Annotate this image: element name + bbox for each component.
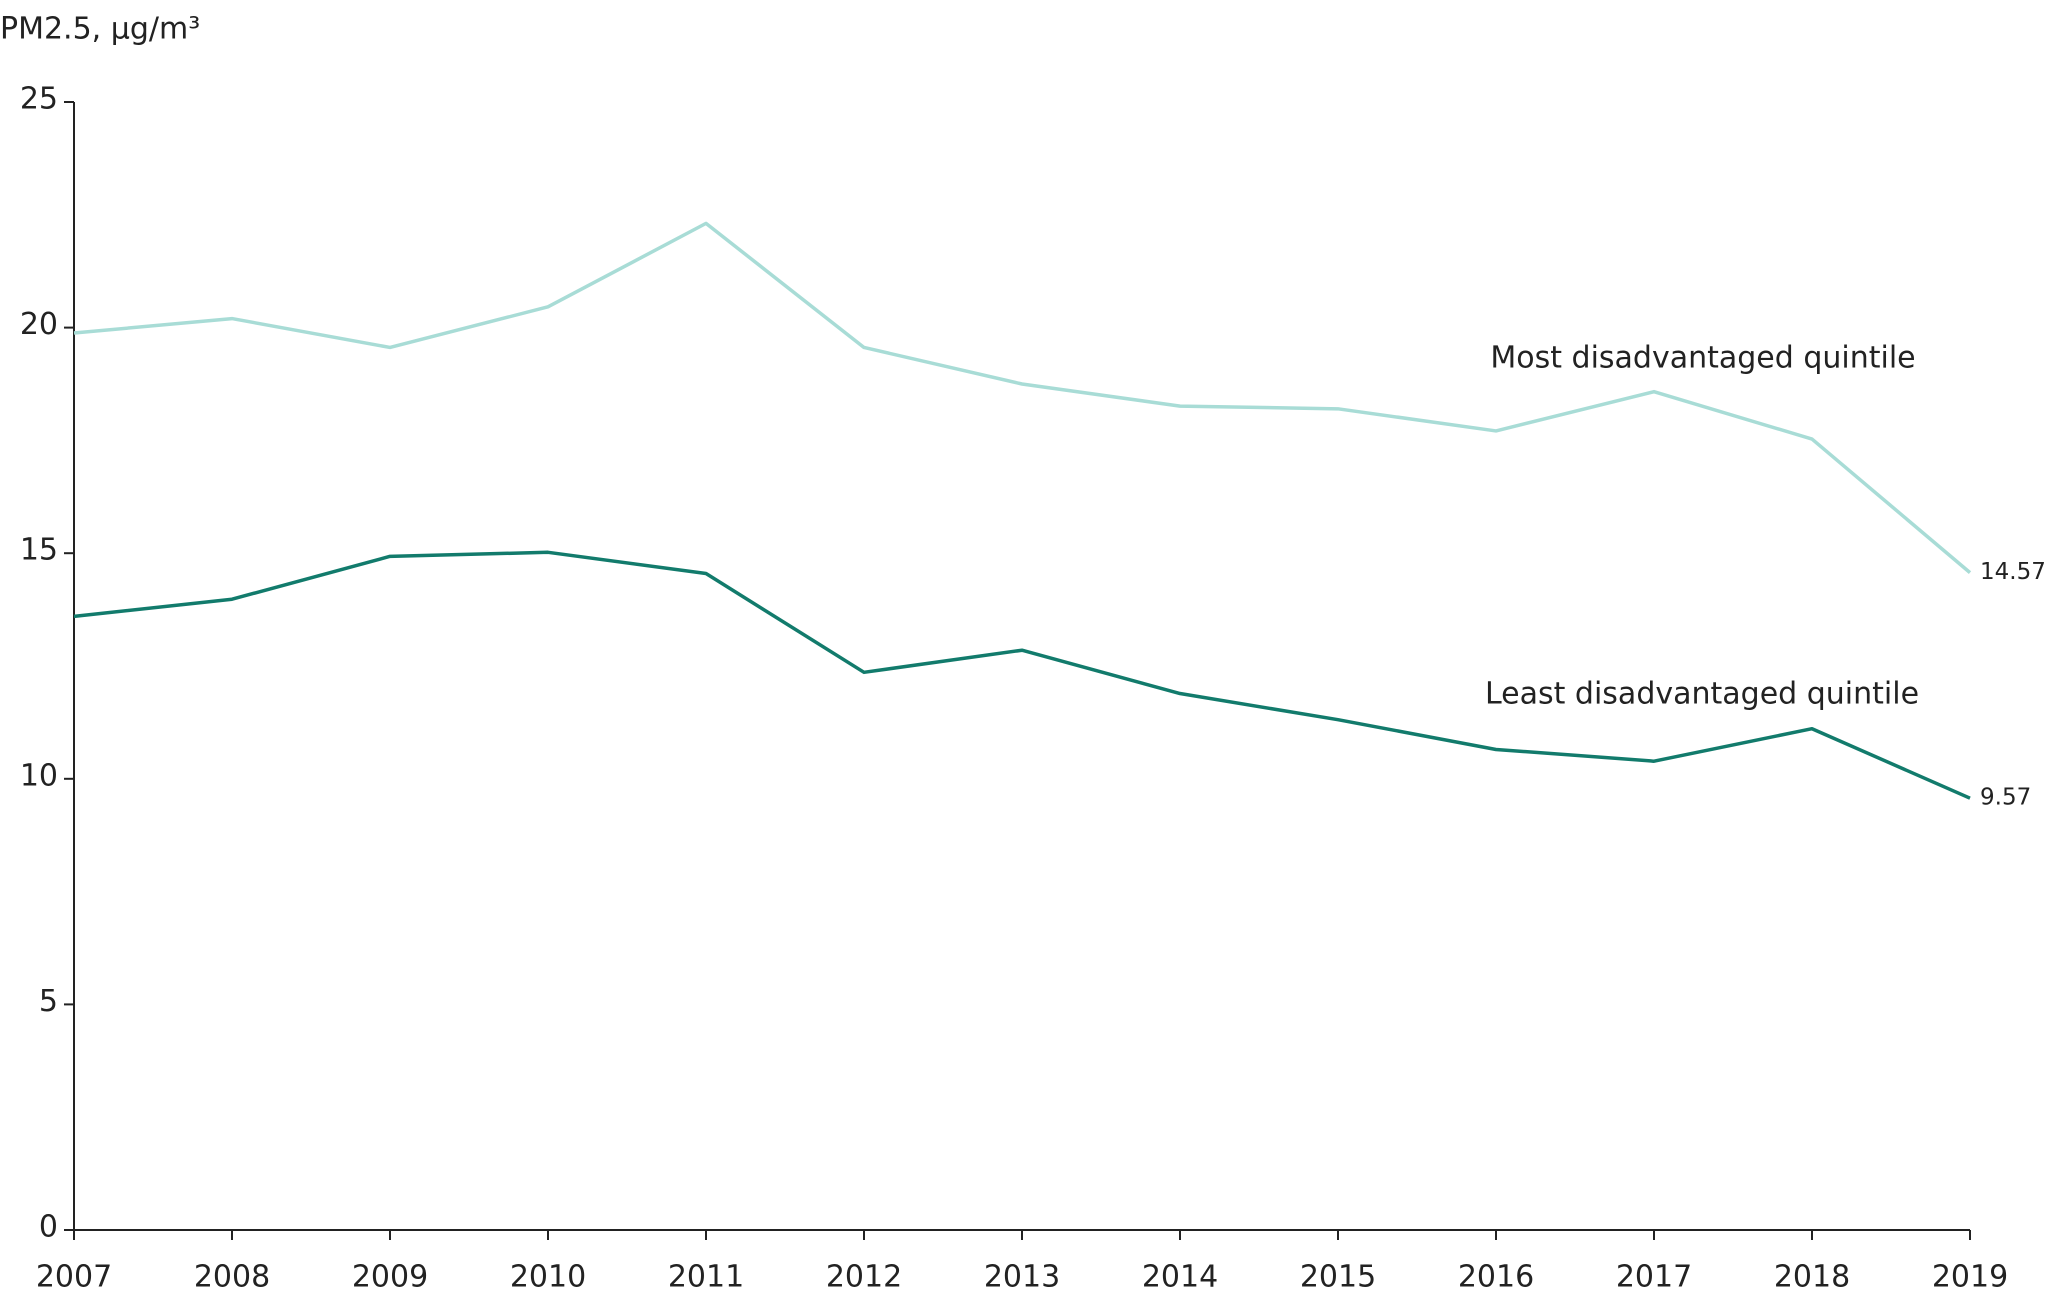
x-tick-label: 2009 — [352, 1260, 428, 1295]
series-label: Most disadvantaged quintile — [1490, 341, 1915, 376]
x-tick-label: 2012 — [826, 1260, 902, 1295]
x-tick-label: 2016 — [1458, 1260, 1534, 1295]
x-tick-label: 2017 — [1616, 1260, 1692, 1295]
x-tick-label: 2015 — [1300, 1260, 1376, 1295]
x-tick-label: 2013 — [984, 1260, 1060, 1295]
x-tick-label: 2007 — [36, 1260, 112, 1295]
y-axis-title: PM2.5, μg/m³ — [0, 12, 200, 47]
y-tick-label: 0 — [39, 1210, 58, 1245]
y-tick-label: 15 — [20, 533, 58, 568]
series-label: Least disadvantaged quintile — [1485, 677, 1919, 712]
end-value-label: 9.57 — [1980, 785, 2031, 811]
y-tick-label: 20 — [20, 307, 58, 342]
x-tick-label: 2010 — [510, 1260, 586, 1295]
y-tick-label: 5 — [39, 984, 58, 1019]
x-tick-label: 2011 — [668, 1260, 744, 1295]
y-tick-label: 25 — [20, 82, 58, 117]
y-tick-label: 10 — [20, 758, 58, 793]
series-line — [73, 550, 1971, 800]
x-tick-label: 2018 — [1774, 1260, 1850, 1295]
x-tick-label: 2019 — [1932, 1260, 2008, 1295]
series-line — [73, 221, 1972, 574]
x-tick-label: 2008 — [194, 1260, 270, 1295]
x-tick-label: 2014 — [1142, 1260, 1218, 1295]
end-value-label: 14.57 — [1980, 559, 2046, 585]
